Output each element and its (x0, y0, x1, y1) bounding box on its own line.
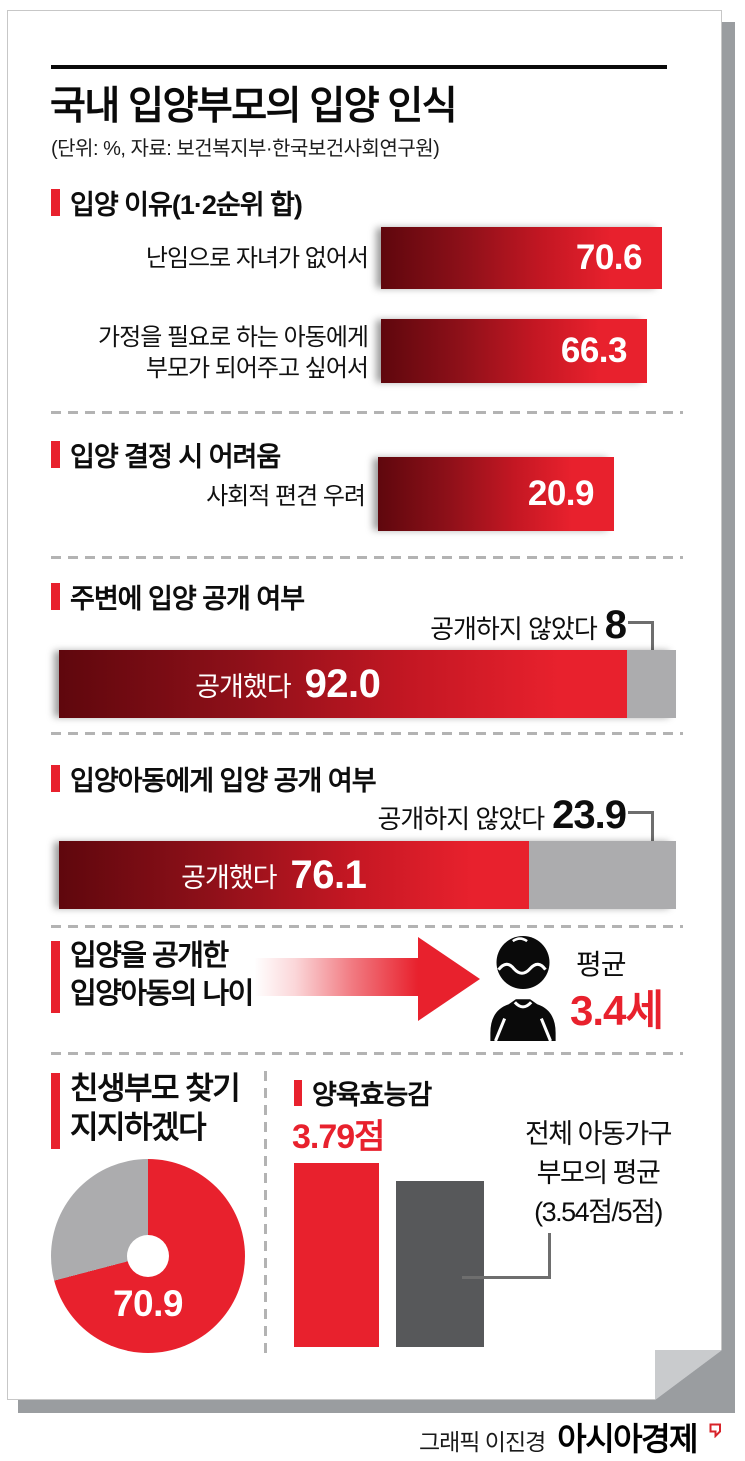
callout-line (651, 621, 654, 653)
brand-name: 아시아경제 (557, 1421, 698, 1457)
section-heading-child: 입양아동에게 입양 공개 여부 (51, 759, 377, 798)
disclosed-value: 76.1 (290, 852, 367, 897)
average-age-value: 3.4세 (570, 987, 664, 1034)
dashed-divider (51, 556, 683, 559)
heading-line-2: 입양아동의 나이 (70, 978, 254, 1010)
undisclosed-segment (626, 650, 676, 718)
section-heading-label: 입양 이유(1·2순위 합) (70, 190, 303, 220)
dashed-divider-vertical (264, 1071, 267, 1354)
undisclosed-value: 8 (604, 603, 627, 647)
section-heading-label: 입양 결정 시 어려움 (70, 442, 281, 472)
undisclosed-label: 공개하지 않았다 (430, 614, 598, 644)
undisclosed-callout-child: 공개하지 않았다 23.9 (298, 793, 627, 838)
efficacy-score: 3.79점 (292, 1118, 385, 1156)
efficacy-note: 전체 아동가구 부모의 평균 (3.54점/5점) (476, 1115, 720, 1232)
page-shadow-bottom (18, 1400, 735, 1413)
undisclosed-segment (528, 841, 676, 909)
callout-line (462, 1276, 551, 1279)
note-line-2: 부모의 평균 (536, 1158, 661, 1188)
asiae-logo-mark (709, 1423, 721, 1438)
bar-infertility: 70.6 (381, 227, 662, 289)
stack-child: 공개했다 76.1 (59, 841, 676, 909)
title-rule (51, 65, 667, 69)
bar-wanted-to-parent: 66.3 (381, 319, 647, 383)
dashed-divider (51, 411, 683, 414)
section-heading-difficulty: 입양 결정 시 어려움 (51, 435, 281, 474)
section-heading-label: 주변에 입양 공개 여부 (70, 584, 305, 614)
heading-line-1: 친생부모 찾기 (70, 1071, 241, 1106)
heading-line-2: 지지하겠다 (70, 1110, 207, 1145)
red-accent-bar (294, 1079, 302, 1106)
note-line-3: (3.54점/5점) (534, 1197, 663, 1227)
section-heading-label: 양육효능감 (312, 1080, 432, 1110)
graphic-credit: 그래픽 이진경 (418, 1429, 546, 1455)
undisclosed-label: 공개하지 않았다 (377, 804, 545, 834)
efficacy-bar-adoptive (294, 1163, 379, 1347)
red-accent-bar (51, 941, 60, 1013)
section-heading-efficacy: 양육효능감 (294, 1073, 432, 1112)
undisclosed-value: 23.9 (552, 793, 627, 837)
page-subtitle: (단위: %, 자료: 보건복지부·한국보건사회연구원) (51, 138, 440, 160)
dashed-divider (51, 1052, 683, 1055)
paper-sheet: 국내 입양부모의 입양 인식 (단위: %, 자료: 보건복지부·한국보건사회연… (7, 10, 722, 1400)
callout-line (628, 811, 654, 814)
average-label: 평균 (576, 949, 627, 980)
child-icon (490, 936, 556, 1041)
page-fold-corner (655, 1350, 722, 1400)
bar-value: 66.3 (560, 331, 628, 370)
donut-hole (127, 1235, 169, 1277)
bar-label-infertility: 난임으로 자녀가 없어서 (145, 245, 369, 272)
red-accent-bar (51, 189, 60, 216)
section-heading-label: 입양아동에게 입양 공개 여부 (70, 766, 377, 796)
undisclosed-callout-neighbors: 공개하지 않았다 8 (308, 603, 627, 648)
disclosed-label: 공개했다 (195, 671, 291, 702)
red-accent-bar (51, 1073, 60, 1149)
disclosed-segment: 공개했다 76.1 (59, 841, 529, 909)
bar-value: 20.9 (527, 474, 595, 513)
section-heading-neighbors: 주변에 입양 공개 여부 (51, 577, 305, 616)
page-title: 국내 입양부모의 입양 인식 (50, 85, 458, 128)
section-heading-reasons: 입양 이유(1·2순위 합) (51, 183, 303, 222)
dashed-divider (51, 732, 683, 735)
bar-social-prejudice: 20.9 (378, 457, 614, 531)
callout-line (628, 621, 654, 624)
arrow-right-icon (418, 937, 480, 1021)
disclosed-value: 92.0 (304, 661, 381, 706)
callout-line (651, 811, 654, 844)
heading-line-1: 입양을 공개한 (70, 940, 229, 972)
donut-value: 70.9 (112, 1283, 184, 1324)
disclosed-segment: 공개했다 92.0 (59, 650, 627, 718)
bar-value: 70.6 (575, 238, 643, 277)
section-heading-support: 친생부모 찾기 지지하겠다 (70, 1069, 241, 1147)
bar-label-wanted-to-parent: 가정을 필요로 하는 아동에게 부모가 되어주고 싶어서 (98, 324, 369, 382)
note-line-1: 전체 아동가구 (524, 1119, 673, 1149)
bar-label-social-prejudice: 사회적 편견 우려 (206, 483, 366, 510)
dashed-divider (51, 925, 683, 928)
arrow-right-icon (254, 958, 418, 996)
stack-neighbors: 공개했다 92.0 (59, 650, 676, 718)
red-accent-bar (51, 765, 60, 792)
page-shadow-right (722, 22, 735, 1400)
section-heading-age: 입양을 공개한 입양아동의 나이 (70, 937, 254, 1013)
disclosed-label: 공개했다 (181, 862, 277, 893)
support-donut: 70.9 (51, 1159, 245, 1353)
red-accent-bar (51, 583, 60, 610)
red-accent-bar (51, 441, 60, 468)
callout-line (548, 1233, 551, 1279)
efficacy-bar-average (396, 1181, 484, 1347)
footer-credit: 그래픽 이진경 아시아경제 (419, 1414, 722, 1460)
